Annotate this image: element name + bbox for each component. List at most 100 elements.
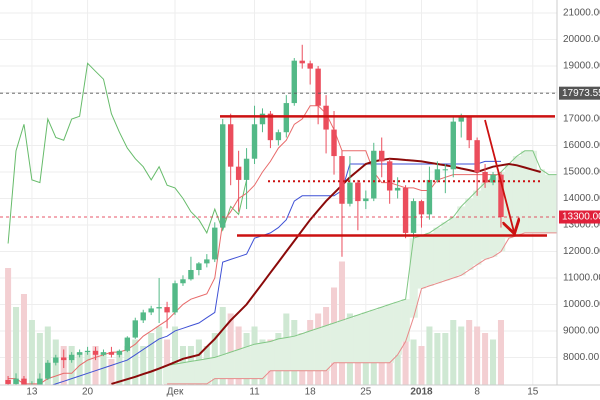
y-tick-label: 13000.00 [563,220,600,231]
candle-body [148,308,154,313]
y-tick-label: 11000.00 [563,273,600,284]
candle-body [371,150,377,199]
price-label: 13300.00 [562,212,600,223]
volume-bar [28,320,35,385]
cloud-segment [258,342,267,379]
candle-body [426,179,433,215]
cloud-segment [361,312,371,363]
candle-body [156,307,162,309]
candle-body [418,201,425,215]
x-tick-label: 18 [305,387,317,398]
candle-body [458,116,464,122]
candle-body [482,171,488,183]
candle-body [180,279,186,284]
cloud-segment [457,206,466,276]
volume-bar [164,339,171,385]
candle-body [108,352,115,355]
candle-body [410,201,417,233]
candle-body [84,350,91,353]
cloud-segment [544,174,553,233]
candle-body [124,337,131,351]
y-tick-label: 10000.00 [563,299,600,310]
y-tick-label: 15000.00 [563,167,600,178]
cloud-segment [481,182,490,260]
volume-bar [497,320,504,385]
candle-body [172,283,178,313]
volume-bar [434,333,441,385]
y-tick-label: 16000.00 [563,140,600,151]
cloud-segment [226,352,235,379]
candle-body [386,161,393,191]
candle-body [259,113,266,125]
volume-bar [100,352,107,385]
cloud-segment [528,150,538,233]
volume-bar [219,307,226,385]
cloud-segment [163,365,172,384]
volume-bar [68,346,75,385]
candle-body [323,105,329,130]
y-tick-label: 9000.00 [563,326,600,337]
cloud-segment [353,315,363,363]
cloud-segment [266,341,275,371]
volume-bar [442,333,449,385]
volume-bar [76,352,83,385]
price-box [559,210,600,224]
y-tick-label: 8000.00 [563,352,600,363]
y-tick-label: 20000.00 [563,34,600,45]
y-tick-label: 17000.00 [563,114,600,125]
volume-bar [482,333,489,385]
candle-body [5,379,11,384]
volume-bar [227,313,234,385]
volume-bar [140,346,147,385]
volume-bar [450,320,457,385]
price-box [559,86,600,100]
cloud-segment [377,307,386,363]
candle-body [355,182,361,202]
volume-bar [92,346,99,385]
candle-body [363,198,369,202]
cloud-segment [520,150,530,233]
cloud-segment [171,364,180,384]
volume-bar [418,346,425,385]
volume-bar [124,346,131,385]
cloud-segment [322,325,331,371]
arrow [484,119,514,232]
cloud-segment [186,361,196,384]
volume-bar [5,268,12,385]
volume-bar [490,339,497,385]
cloud-segment [306,330,315,371]
x-tick-label: 11 [249,387,260,398]
candle-body [196,263,202,271]
volume-bar [132,339,139,385]
x-tick-label: 13 [26,387,38,398]
volume-bar [474,326,481,385]
volume-bar [44,326,51,385]
indicator-line [8,105,501,385]
candle-body [227,124,234,167]
volume-bar [402,326,409,385]
candle-body [21,378,27,385]
volume-bar [20,294,27,385]
cloud-segment [179,362,188,384]
cloud-segment [536,169,545,233]
x-tick-label: Дек [167,387,184,398]
cloud-segment [449,217,458,278]
candle-body [490,174,496,183]
cloud-segment [393,301,402,355]
volume-bar [466,320,473,385]
x-tick-label: 8 [474,387,480,398]
candle-body [251,124,258,159]
cloud-segment [552,174,557,233]
cloud-segment [345,317,355,363]
volume-bar [84,352,91,385]
candle-body [466,116,472,141]
cloud-segment [202,358,212,384]
cloud-segment [465,198,474,271]
candle-body [394,187,401,191]
cloud-segment [441,222,450,281]
cloud-segment [433,227,442,284]
candle-body [331,129,337,157]
candle-body [37,378,43,385]
